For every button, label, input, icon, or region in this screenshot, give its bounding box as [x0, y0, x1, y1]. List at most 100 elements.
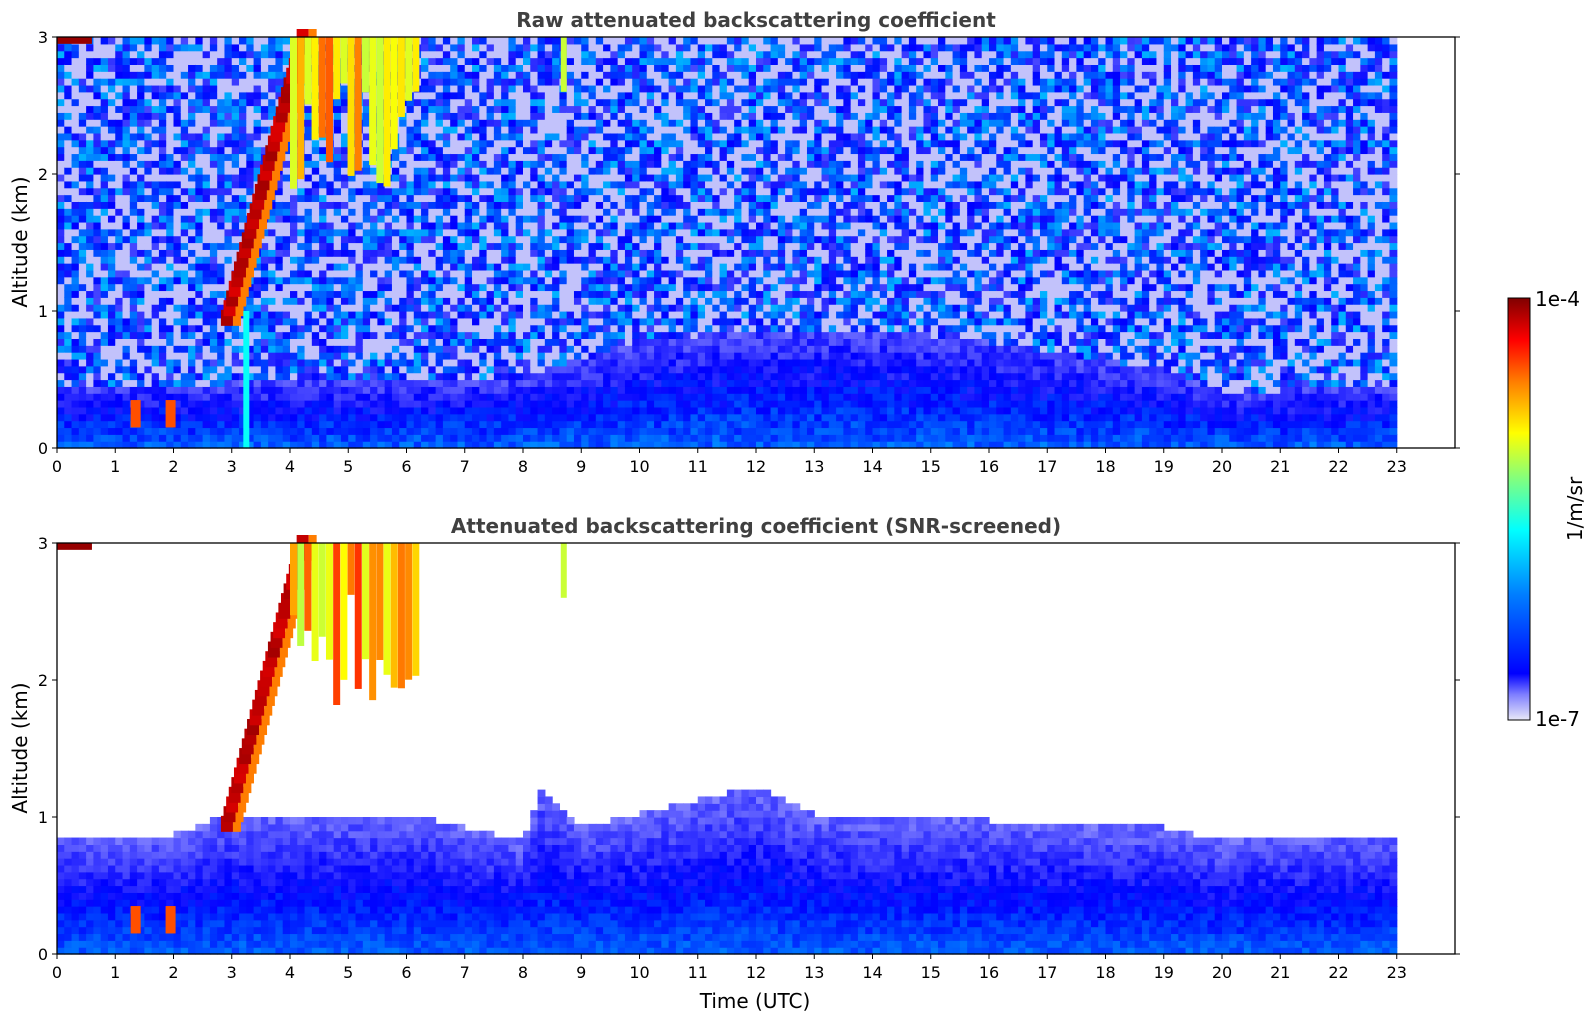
- heatmap-cell: [333, 441, 342, 449]
- heatmap-cell: [559, 112, 568, 120]
- heatmap-cell: [64, 146, 73, 155]
- heatmap-cell: [209, 64, 218, 72]
- heatmap-cell: [348, 304, 357, 312]
- heatmap-cell: [290, 441, 298, 449]
- heatmap-cell: [64, 290, 73, 298]
- heatmap-cell: [457, 406, 466, 415]
- heatmap-cell: [202, 57, 211, 65]
- heatmap-cell: [472, 50, 480, 59]
- heatmap-cell: [421, 297, 429, 305]
- heatmap-cell: [544, 413, 553, 422]
- heatmap-cell: [530, 276, 539, 285]
- heatmap-cell: [399, 119, 408, 127]
- heatmap-cell: [421, 167, 429, 175]
- heatmap-cell: [78, 160, 87, 168]
- heatmap-cell: [617, 338, 626, 346]
- heatmap-cell: [137, 290, 145, 298]
- heatmap-cell: [86, 256, 95, 264]
- heatmap-cell: [275, 338, 284, 346]
- heatmap-cell: [275, 276, 284, 285]
- heatmap-cell: [275, 413, 284, 422]
- heatmap-cell: [501, 194, 510, 202]
- heatmap-cell: [195, 379, 204, 387]
- heatmap-cell: [195, 57, 204, 65]
- heatmap-cell: [209, 50, 218, 59]
- heatmap-cell: [413, 132, 422, 141]
- heatmap-cell: [442, 393, 451, 401]
- heatmap-cell: [217, 256, 226, 264]
- heatmap-cell: [595, 57, 604, 65]
- heatmap-cell: [486, 311, 495, 319]
- heatmap-cell: [442, 304, 451, 312]
- heatmap-cell: [151, 283, 160, 292]
- heatmap-cell: [442, 153, 451, 161]
- heatmap-cell: [137, 215, 145, 223]
- heatmap-cell: [166, 393, 175, 401]
- heatmap-cell: [472, 393, 480, 401]
- heatmap-cell: [501, 228, 510, 237]
- heatmap-cell: [78, 434, 87, 442]
- heatmap-cell: [268, 400, 277, 408]
- heatmap-cell: [413, 167, 422, 175]
- heatmap-cell: [107, 324, 116, 333]
- heatmap-cell: [57, 242, 65, 250]
- heatmap-cell: [617, 269, 626, 278]
- heatmap-cell: [544, 105, 553, 113]
- heatmap-cell: [333, 146, 342, 155]
- heatmap-cell: [457, 208, 466, 216]
- heatmap-cell: [224, 119, 233, 127]
- heatmap-cell: [275, 379, 284, 387]
- heatmap-cell: [57, 187, 65, 196]
- heatmap-cell: [581, 215, 590, 223]
- heatmap-cell: [603, 413, 611, 422]
- heatmap-cell: [384, 420, 393, 429]
- heatmap-cell: [624, 37, 633, 45]
- heatmap-cell: [260, 406, 269, 415]
- heatmap-cell: [217, 84, 226, 93]
- heatmap-cell: [340, 221, 349, 230]
- heatmap-cell: [115, 215, 124, 223]
- heatmap-cell: [552, 208, 561, 216]
- heatmap-cell: [508, 78, 517, 86]
- heatmap-cell: [122, 180, 131, 189]
- heatmap-cell: [166, 71, 175, 79]
- heatmap-cell: [93, 78, 102, 86]
- heatmap-cell: [595, 345, 604, 353]
- heatmap-cell: [100, 358, 109, 367]
- heatmap-cell: [209, 290, 218, 298]
- heatmap-cell: [217, 167, 226, 175]
- heatmap-cell: [486, 352, 495, 360]
- heatmap-cell: [493, 345, 502, 353]
- heatmap-cell: [297, 434, 306, 442]
- heatmap-cell: [588, 139, 597, 148]
- heatmap-cell: [595, 331, 604, 339]
- heatmap-cell: [275, 201, 284, 209]
- heatmap-cell: [413, 215, 422, 223]
- heatmap-cell: [304, 269, 313, 278]
- heatmap-cell: [646, 146, 655, 155]
- heatmap-cell: [421, 50, 429, 59]
- heatmap-cell: [493, 317, 502, 326]
- heatmap-cell: [275, 352, 284, 360]
- heatmap-cell: [326, 338, 335, 346]
- heatmap-cell: [195, 311, 204, 319]
- heatmap-cell: [311, 311, 320, 319]
- heatmap-cell: [202, 420, 211, 429]
- heatmap-cell: [188, 78, 196, 86]
- heatmap-cell: [64, 406, 73, 415]
- heatmap-cell: [370, 276, 378, 285]
- heatmap-cell: [224, 276, 233, 285]
- heatmap-cell: [239, 153, 247, 161]
- heatmap-cell: [406, 441, 415, 449]
- heatmap-cell: [610, 441, 619, 449]
- heatmap-cell: [581, 201, 590, 209]
- heatmap-cell: [646, 256, 655, 264]
- heatmap-cell: [508, 37, 517, 45]
- heatmap-cell: [282, 194, 291, 202]
- heatmap-cell: [348, 276, 357, 285]
- heatmap-cell: [333, 208, 342, 216]
- heatmap-cell: [617, 98, 626, 107]
- heatmap-cell: [246, 345, 255, 353]
- heatmap-cell: [100, 126, 109, 134]
- heatmap-cell: [348, 324, 357, 333]
